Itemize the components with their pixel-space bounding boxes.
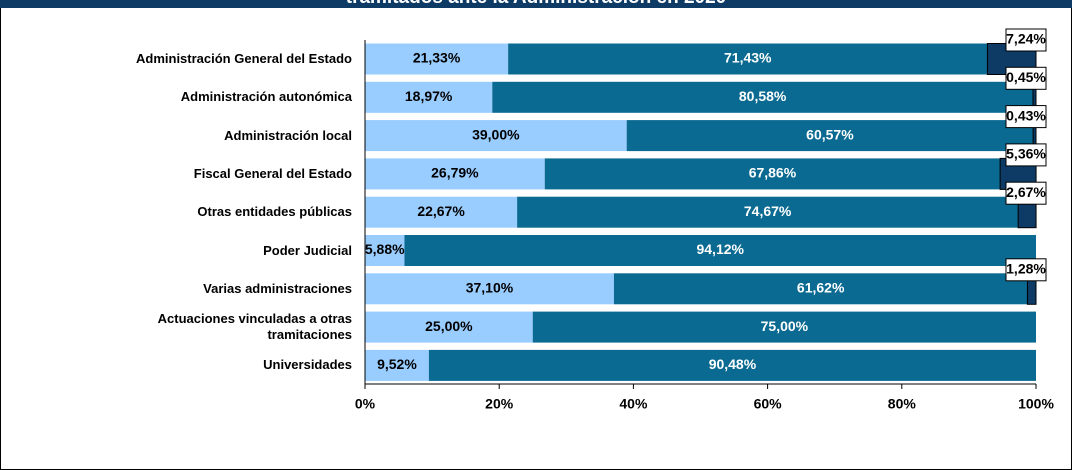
category-label: Varias administraciones <box>203 280 352 296</box>
label-box <box>1005 66 1047 90</box>
value-label: 94,12% <box>696 241 744 257</box>
bar-segment <box>365 196 518 228</box>
value-label: 1,28% <box>1006 261 1046 277</box>
bar-segment <box>365 311 533 343</box>
value-label: 37,10% <box>466 280 514 296</box>
value-label: 67,86% <box>749 165 797 181</box>
bar-segment <box>365 43 509 75</box>
bar-segment <box>365 120 627 152</box>
bar-segment <box>508 43 988 75</box>
value-label: 61,62% <box>797 280 845 296</box>
bar-segment <box>365 81 493 113</box>
label-box <box>1005 143 1047 167</box>
x-tick-label: 0% <box>355 396 376 412</box>
value-label: 25,00% <box>425 318 473 334</box>
category-label: Otras entidades públicas <box>197 204 352 220</box>
value-label: 21,33% <box>413 50 461 66</box>
bar-segment <box>492 81 1033 113</box>
x-tick-label: 40% <box>619 396 648 412</box>
value-label: 71,43% <box>724 50 772 66</box>
value-label: 9,52% <box>377 356 417 372</box>
value-label: 5,88% <box>365 241 405 257</box>
value-label: 0,43% <box>1006 107 1046 123</box>
value-label: 74,67% <box>744 203 792 219</box>
value-label: 26,79% <box>431 165 479 181</box>
category-label: Actuaciones vinculadas a otras tramitaci… <box>157 311 352 343</box>
label-box <box>1005 258 1047 282</box>
bar-segment <box>544 158 1001 190</box>
value-label: 90,48% <box>709 356 757 372</box>
x-tick-label: 20% <box>485 396 514 412</box>
bar-segment <box>626 120 1034 152</box>
bar-segment <box>365 273 614 305</box>
category-label: Administración autonómica <box>180 89 352 105</box>
value-label: 22,67% <box>417 203 465 219</box>
x-tick-label: 80% <box>888 396 917 412</box>
value-label: 2,67% <box>1006 184 1046 200</box>
label-box <box>1005 28 1047 52</box>
bar-segment <box>365 349 429 381</box>
value-label: 60,57% <box>806 126 854 142</box>
category-label: Poder Judicial <box>263 242 352 258</box>
category-label: Administración General del Estado <box>136 51 352 66</box>
category-label: Fiscal General del Estado <box>193 165 352 181</box>
value-label: 0,45% <box>1006 69 1046 85</box>
bar-segment <box>404 235 1036 266</box>
x-tick-label: 60% <box>754 396 783 412</box>
bar-segment <box>517 196 1019 228</box>
bar-segment <box>532 311 1036 343</box>
category-label: Universidades <box>263 357 352 373</box>
bar-segment <box>428 349 1036 381</box>
value-label: 75,00% <box>761 318 809 334</box>
chart-title: tramitados ante la Administración en 202… <box>346 0 726 8</box>
x-tick-label: 100% <box>1018 396 1054 412</box>
bar-segment <box>365 235 405 266</box>
value-label: 5,36% <box>1006 146 1046 162</box>
value-label: 18,97% <box>405 88 453 104</box>
bar-segment <box>365 158 545 190</box>
value-label: 39,00% <box>472 126 520 142</box>
title-bar <box>0 0 1072 8</box>
label-box <box>1005 105 1047 129</box>
value-label: 7,24% <box>1006 31 1046 47</box>
category-label: Administración local <box>224 127 352 143</box>
bar-segment <box>613 273 1028 305</box>
value-label: 80,58% <box>739 88 787 104</box>
label-box <box>1005 181 1047 205</box>
